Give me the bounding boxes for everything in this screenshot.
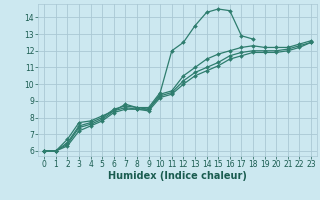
X-axis label: Humidex (Indice chaleur): Humidex (Indice chaleur) bbox=[108, 171, 247, 181]
